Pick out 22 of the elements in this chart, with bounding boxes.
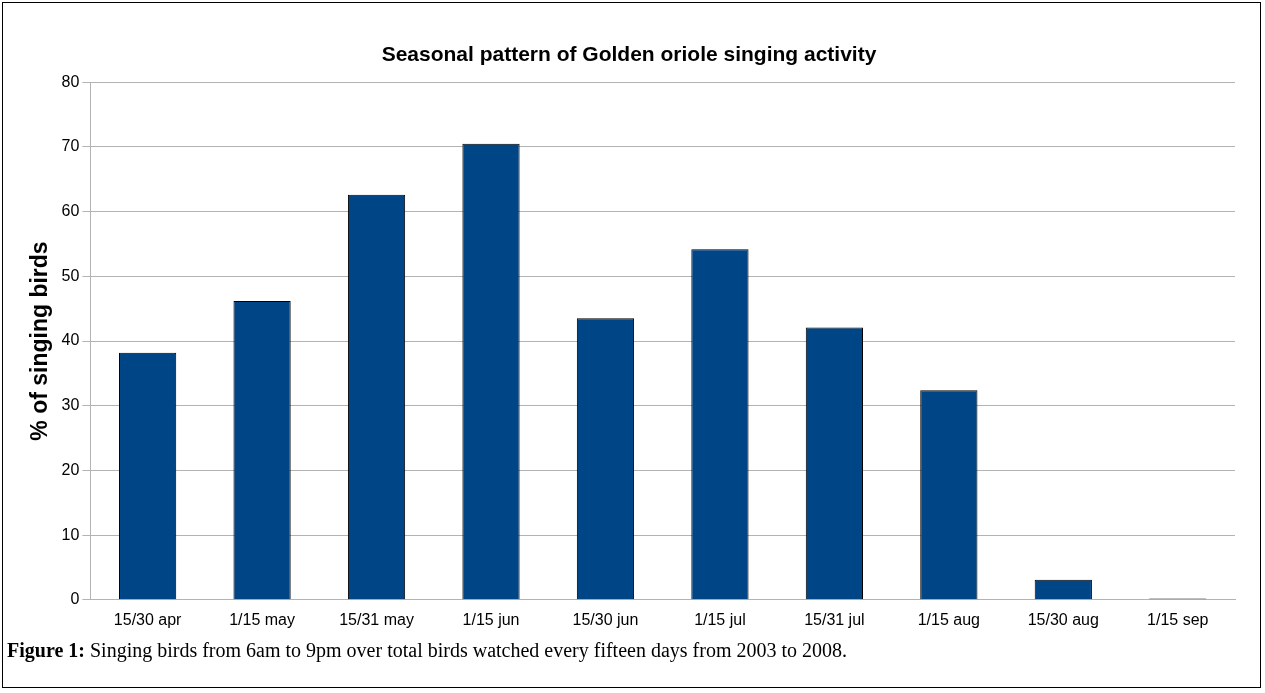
x-tick-label: 15/30 jun — [572, 610, 639, 628]
x-tick-label: 15/31 jul — [804, 610, 865, 628]
y-tick-label: 10 — [61, 525, 80, 543]
y-tick-label: 50 — [61, 266, 80, 284]
x-tick-label: 1/15 jun — [462, 610, 520, 628]
caption: Figure 1: Singing birds from 6am to 9pm over total birds watched every fifteen days from 2003 to 2008. — [7, 639, 848, 662]
x-tick-label: 15/31 may — [339, 610, 414, 628]
y-tick-label: 0 — [70, 590, 80, 608]
x-tick-label: 1/15 may — [229, 610, 295, 628]
x-tick-label: 1/15 jul — [694, 610, 746, 628]
y-axis-title: % of singing birds — [26, 241, 53, 441]
x-tick-label: 1/15 sep — [1147, 610, 1209, 628]
y-tick-label: 70 — [61, 137, 80, 155]
x-tick-label: 15/30 apr — [113, 610, 183, 628]
y-tick-label: 30 — [61, 396, 80, 414]
y-tick-label: 60 — [61, 202, 80, 220]
x-tick-label: 1/15 aug — [917, 610, 980, 628]
y-tick-label: 40 — [61, 331, 80, 349]
y-tick-label: 80 — [61, 72, 80, 90]
chart-title: Seasonal pattern of Golden oriole singing activity — [381, 42, 877, 66]
y-tick-label: 20 — [61, 460, 80, 478]
x-tick-label: 15/30 aug — [1027, 610, 1099, 628]
